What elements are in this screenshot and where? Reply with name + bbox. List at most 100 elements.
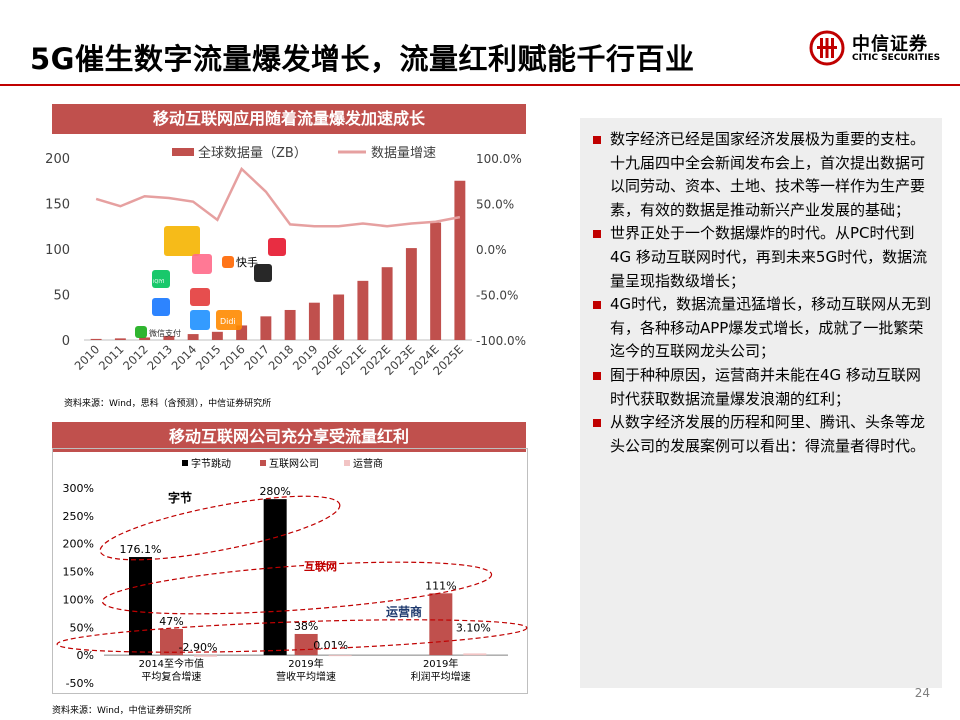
y-tick-label: 150%: [63, 566, 94, 579]
legend-swatch: [344, 460, 350, 466]
x-tick-label: 2017: [241, 342, 272, 373]
y-tick-label: 100%: [63, 593, 94, 606]
annotation-operator: 运营商: [386, 604, 422, 619]
tiktok-icon: [254, 264, 272, 282]
bar-data-label: 176.1%: [120, 543, 162, 556]
x-tick-label: 2011: [96, 342, 127, 373]
x-tick-label: 2015: [193, 342, 224, 373]
y-tick-label: 0%: [77, 649, 94, 662]
chart1-banner: 移动互联网应用随着流量爆发加速成长: [52, 104, 526, 134]
bullet-item: 囿于种种原因，运营商并未能在4G 移动互联网时代获取数据流量爆发浪潮的红利；: [590, 364, 935, 411]
wechat-pay-icon: [135, 326, 147, 338]
bar-data-volume: [381, 267, 393, 340]
x-tick-label: 2014至今市值: [139, 657, 204, 670]
y-tick-label: 200%: [63, 538, 94, 551]
x-tick-label: 2013: [144, 342, 175, 373]
y2-tick-label: -50.0%: [476, 289, 518, 303]
highlight-ellipse-internet: [101, 561, 493, 615]
x-tick-label: 平均复合增速: [141, 670, 201, 683]
bar-data-volume: [236, 325, 248, 340]
iqiyi-icon: [152, 270, 170, 288]
x-tick-label: 2014: [169, 342, 200, 373]
bullet-list: 数字经济已经是国家经济发展极为重要的支柱。十九届四中全会新闻发布会上，首次提出数…: [590, 128, 935, 458]
y-tick-label: 150: [45, 198, 70, 213]
bar-data-volume: [284, 309, 296, 340]
bar-data-label: 47%: [159, 615, 183, 628]
x-tick-label: 2016: [217, 342, 248, 373]
chart2-source: 资料来源：Wind，中信证券研究所: [52, 706, 192, 716]
bar-data-volume: [308, 302, 320, 340]
key-points-panel: 数字经济已经是国家经济发展极为重要的支柱。十九届四中全会新闻发布会上，首次提出数…: [580, 118, 942, 688]
bar-data-volume: [405, 248, 417, 340]
legend-swatch-bar: [172, 148, 194, 156]
eleme-icon: [190, 310, 210, 330]
bar-data-label: -2.90%: [179, 641, 218, 654]
bar-operator: [463, 653, 487, 656]
bullet-item: 4G时代，数据流量迅猛增长，移动互联网从无到有，各种移动APP爆发式增长，成就了…: [590, 293, 935, 364]
bar-operator: [194, 655, 217, 657]
didi-icon: [216, 310, 242, 330]
y2-tick-label: 50.0%: [476, 198, 514, 212]
bullet-item: 世界正处于一个数据爆炸的时代。从PC时代到4G 移动互联网时代，再到未来5G时代…: [590, 222, 935, 293]
highlight-ellipse-bytedance: [99, 495, 341, 561]
x-tick-label: 2012: [120, 342, 151, 373]
meituan-icon: [190, 288, 210, 306]
bar-internet: [160, 628, 183, 656]
y2-tick-label: -100.0%: [476, 334, 526, 348]
bar-data-volume: [139, 337, 151, 340]
legend-label: 运营商: [353, 457, 383, 470]
line-growth-rate: [95, 166, 461, 228]
x-tick-label: 2019年: [423, 657, 458, 670]
y-tick-label: 0: [62, 334, 70, 349]
bar-data-label: 111%: [425, 579, 456, 592]
page-number: 24: [914, 686, 930, 700]
wechat-pay-label: 微信支付: [149, 328, 181, 338]
bar-data-volume: [114, 338, 126, 340]
citic-logo: 中信证券 CITIC SECURITIES: [808, 26, 948, 68]
header-divider: [0, 84, 960, 86]
didi-label: Didi: [220, 317, 236, 326]
bar-data-volume: [357, 280, 369, 340]
kuaishou-icon: [222, 256, 234, 268]
legend-label-bar: 全球数据量（ZB）: [198, 145, 307, 161]
growth-comparison-chart: 300% 250% 200% 150% 100% 50% 0% -50% 176.1% 47% -2…: [56, 457, 528, 690]
y-tick-label: -50%: [66, 677, 94, 690]
legend-swatch: [260, 460, 266, 466]
bar-data-volume: [187, 334, 199, 340]
bar-data-volume: [454, 180, 466, 340]
y2-tick-label: 0.0%: [476, 243, 507, 257]
bullet-item: 从数字经济发展的历程和阿里、腾讯、头条等龙头公司的发展案例可以看出：得流量者得时…: [590, 411, 935, 458]
x-tick-label: 2010: [72, 342, 103, 373]
iqiyi-label: iQIYI: [153, 279, 164, 285]
y-tick-label: 200: [45, 152, 70, 167]
x-tick-label: 利润平均增速: [411, 670, 471, 683]
bar-data-volume: [163, 335, 175, 340]
logo-text-en: CITIC SECURITIES: [852, 53, 941, 63]
legend-label: 互联网公司: [269, 458, 319, 470]
y-tick-label: 100: [45, 243, 70, 258]
y2-tick-label: 100.0%: [476, 152, 522, 166]
chart2-frame: [52, 448, 528, 694]
y-tick-label: 50: [53, 289, 70, 304]
data-volume-chart: 0 50 100 150 200 100.0% 50.0% 0.0% -50.0% -100.0%…: [45, 145, 526, 378]
bar-bytedance: [129, 557, 152, 656]
logo-text-cn: 中信证券: [852, 34, 928, 55]
bar-data-volume: [430, 222, 442, 340]
chart2-banner: 移动互联网公司充分享受流量红利: [52, 422, 526, 452]
chart1-source: 资料来源：Wind，思科（含预测），中信证券研究所: [64, 399, 272, 409]
bullet-item: 数字经济已经是国家经济发展极为重要的支柱。十九届四中全会新闻发布会上，首次提出数…: [590, 128, 935, 222]
y-tick-label: 300%: [63, 482, 94, 495]
x-tick-label: 2019年: [288, 657, 323, 670]
x-tick-label: 2018: [266, 342, 297, 373]
bar-data-label: 0.01%: [313, 639, 348, 652]
alipay-icon: [152, 298, 170, 316]
legend-label-line: 数据量增速: [371, 146, 436, 161]
bar-data-volume: [333, 294, 345, 340]
bar-data-volume: [90, 338, 102, 340]
x-tick-label: 营收平均增速: [276, 670, 336, 683]
weibo-icon: [268, 238, 286, 256]
bar-data-label: 3.10%: [456, 621, 491, 634]
meitu-icon: [192, 254, 212, 274]
kangaroo-icon: [164, 226, 200, 256]
bar-data-volume: [260, 316, 272, 340]
